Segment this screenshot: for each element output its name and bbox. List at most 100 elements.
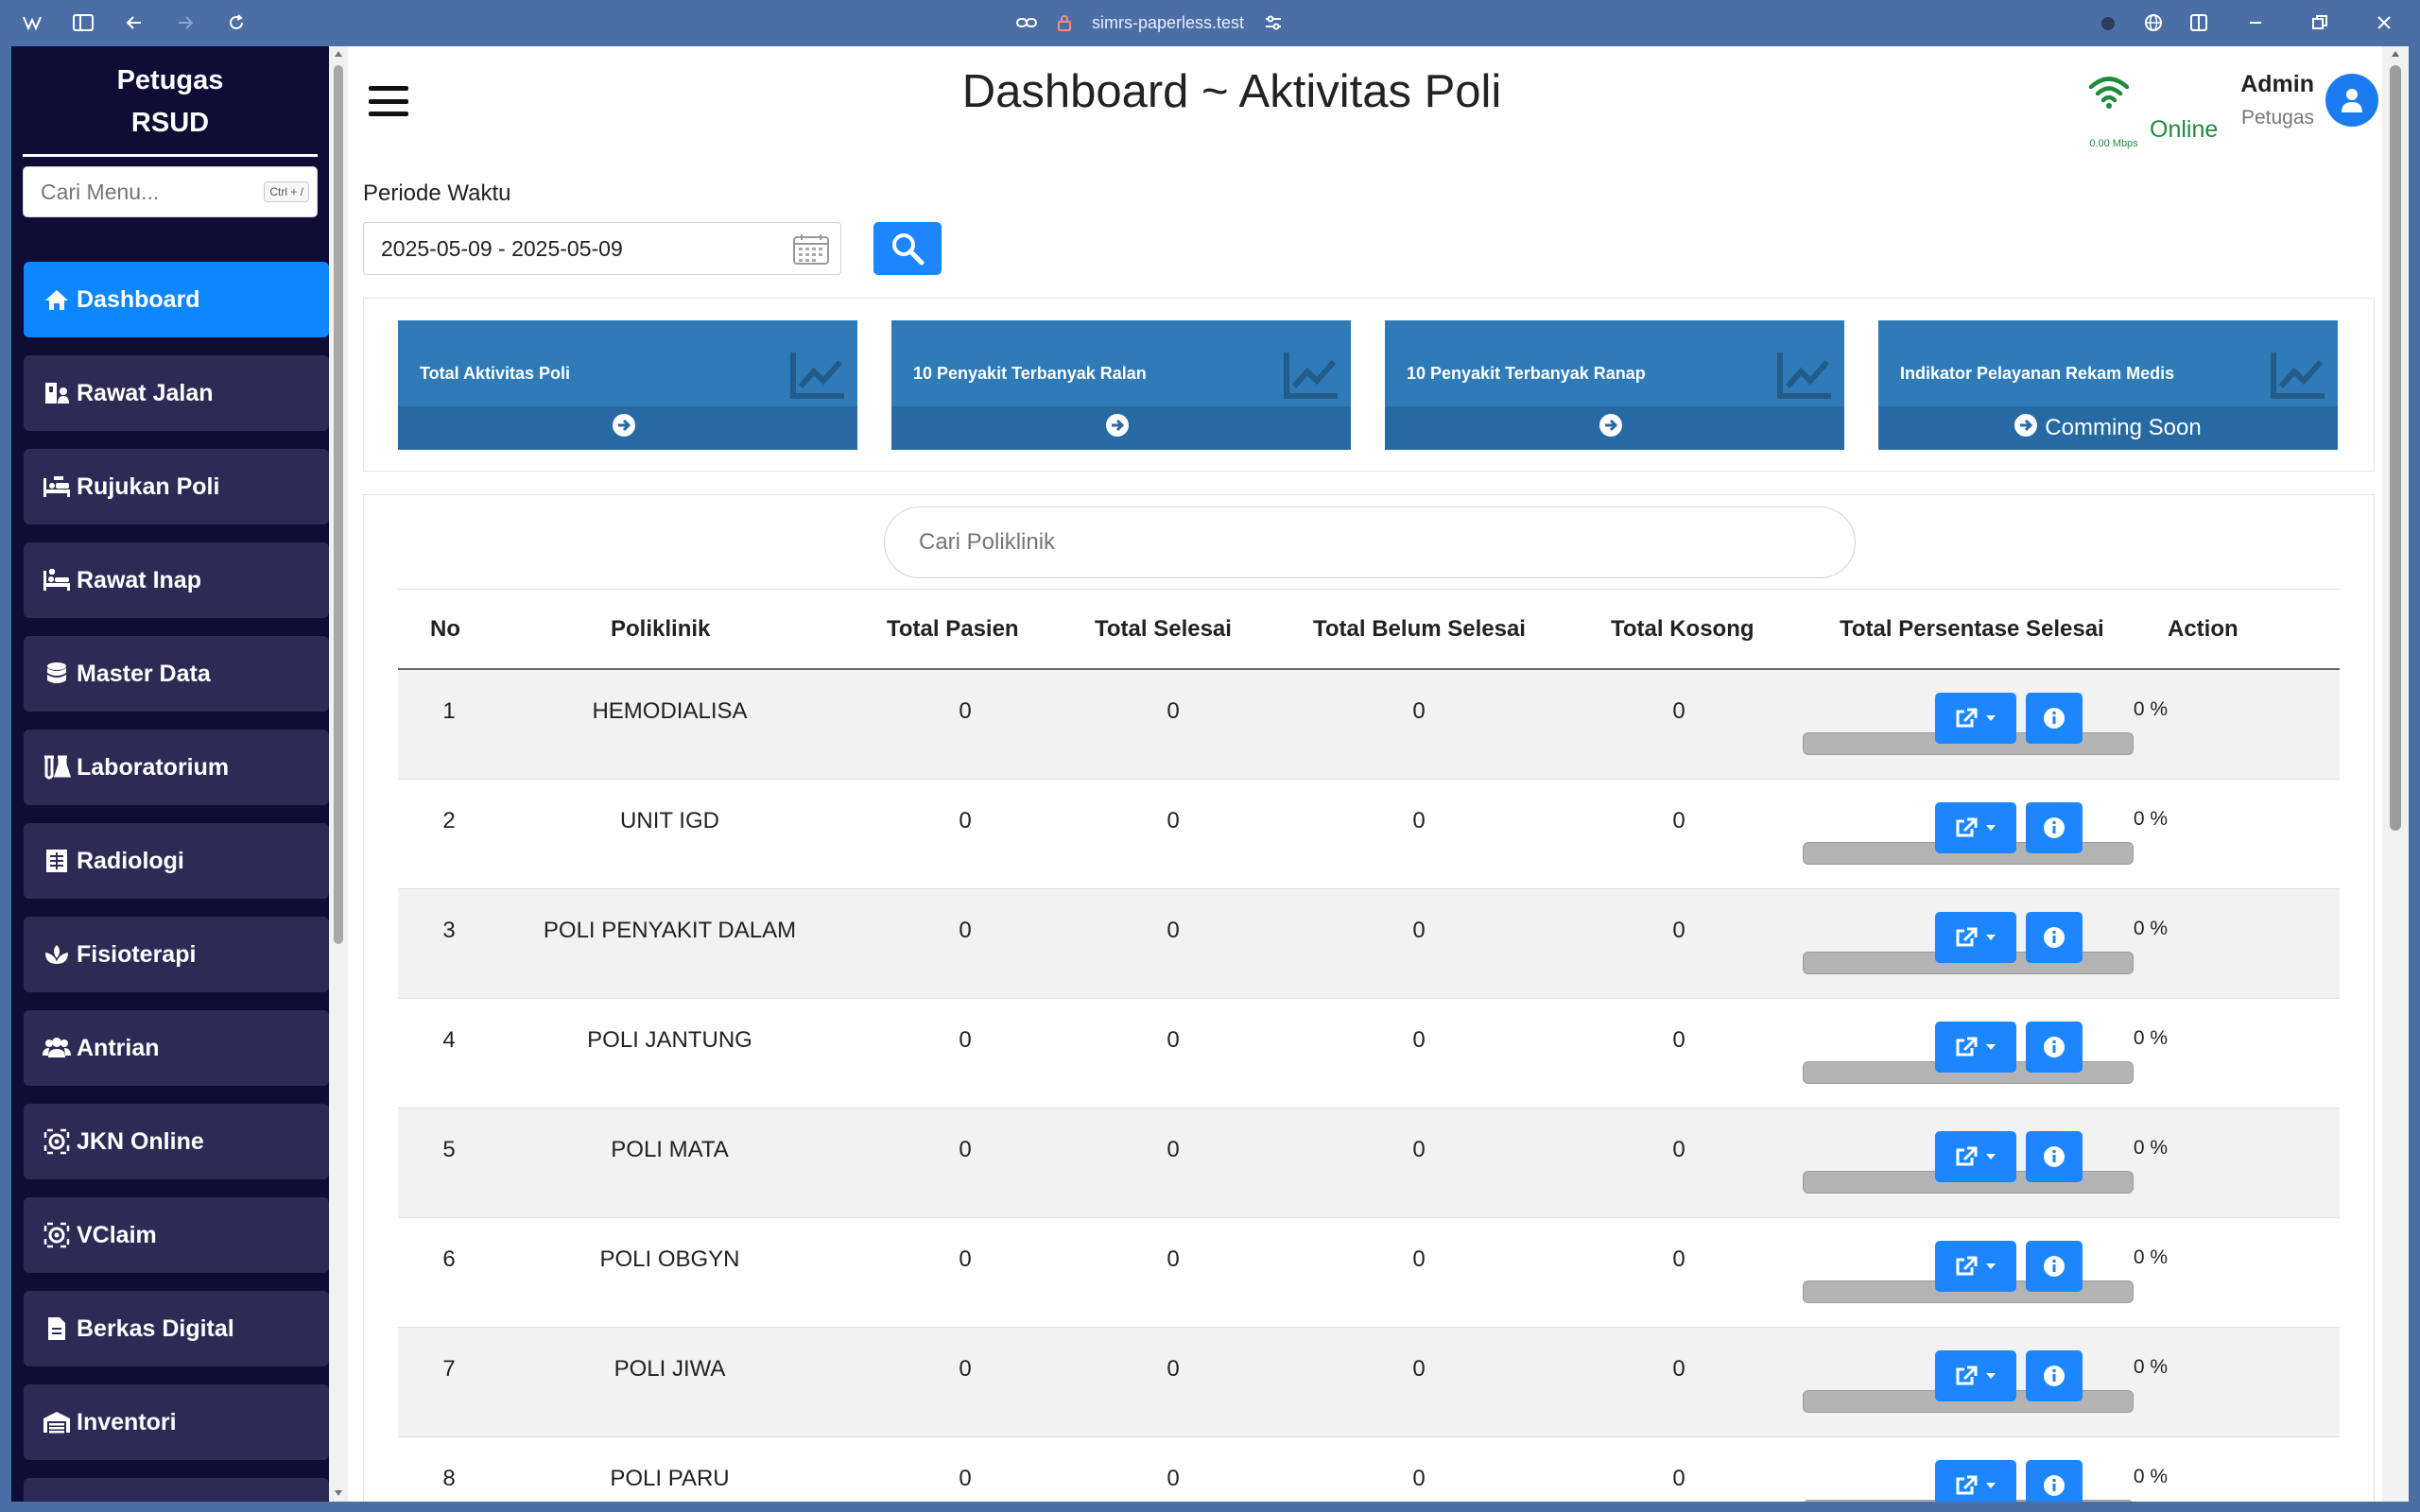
site-settings-icon[interactable] <box>1265 15 1282 30</box>
cell-poliklinik: HEMODIALISA <box>592 698 748 724</box>
cell-poliklinik: UNIT IGD <box>620 808 719 833</box>
sidebar-item-inventori[interactable]: Inventori <box>24 1384 329 1460</box>
close-window-icon[interactable] <box>2371 9 2397 36</box>
cell-no: 7 <box>442 1356 456 1382</box>
cell-no: 4 <box>442 1027 456 1053</box>
date-range-input[interactable]: 2025-05-09 - 2025-05-09 <box>363 222 841 275</box>
menu-toggle-icon[interactable] <box>369 86 408 116</box>
insecure-lock-icon <box>1058 14 1071 31</box>
cell-no: 1 <box>442 698 456 724</box>
sidebar-item-more[interactable] <box>24 1478 329 1502</box>
cell-no: 5 <box>442 1137 456 1162</box>
cell-poliklinik: POLI JANTUNG <box>587 1027 752 1053</box>
sidebar-item-antrian[interactable]: Antrian <box>24 1010 329 1086</box>
info-button[interactable] <box>2026 1022 2083 1073</box>
card-footer-link[interactable]: Comming Soon <box>1878 406 2338 450</box>
info-icon <box>2044 1366 2065 1386</box>
col-no: No <box>430 616 460 642</box>
sidebar-item-fisioterapi[interactable]: Fisioterapi <box>24 917 329 992</box>
open-dropdown-button[interactable] <box>1935 693 2016 744</box>
sidebar-item-rawat-inap[interactable]: Rawat Inap <box>24 542 329 618</box>
card-footer-link[interactable] <box>398 406 857 450</box>
open-dropdown-button[interactable] <box>1935 1131 2016 1182</box>
info-button[interactable] <box>2026 1241 2083 1292</box>
main-scrollbar[interactable] <box>2382 46 2409 1502</box>
sidebar-item-radiologi[interactable]: Radiologi <box>24 823 329 899</box>
sidebar-item-label: Inventori <box>77 1408 177 1435</box>
restore-icon[interactable] <box>2307 9 2333 36</box>
caret-down-icon <box>1986 935 1996 940</box>
menu-search[interactable]: Ctrl + / <box>23 166 318 217</box>
globe-icon[interactable] <box>2140 9 2167 36</box>
menu-search-input[interactable] <box>24 167 251 216</box>
extension-icon[interactable] <box>2095 9 2121 36</box>
poli-search-input[interactable] <box>919 529 1770 556</box>
info-button[interactable] <box>2026 1350 2083 1401</box>
table-row: 1 HEMODIALISA 0 0 0 0 0 % <box>398 670 2340 780</box>
bed-icon <box>43 566 71 594</box>
caret-down-icon <box>1986 1373 1996 1379</box>
info-button[interactable] <box>2026 912 2083 963</box>
reload-icon[interactable] <box>223 9 250 36</box>
card-penyakit-ranap[interactable]: 10 Penyakit Terbanyak Ranap <box>1385 320 1844 450</box>
sidebar-item-master-data[interactable]: Master Data <box>24 636 329 712</box>
back-icon[interactable] <box>121 9 147 36</box>
sidebar-item-vclaim[interactable]: VClaim <box>24 1197 329 1273</box>
open-dropdown-button[interactable] <box>1935 1350 2016 1401</box>
card-penyakit-ralan[interactable]: 10 Penyakit Terbanyak Ralan <box>891 320 1351 450</box>
sidebar-toggle-icon[interactable] <box>70 9 96 36</box>
cell-poliklinik: POLI MATA <box>611 1137 729 1162</box>
sidebar-item-label: Fisioterapi <box>77 940 197 968</box>
sidebar-scrollbar[interactable] <box>329 46 348 1502</box>
caret-down-icon <box>1986 1483 1996 1488</box>
avatar[interactable] <box>2325 74 2378 127</box>
sidebar-scrollbar-thumb[interactable] <box>334 65 343 944</box>
info-button[interactable] <box>2026 1131 2083 1182</box>
col-total-selesai: Total Selesai <box>1095 616 1232 642</box>
open-dropdown-button[interactable] <box>1935 1460 2016 1502</box>
sidebar-item-berkas-digital[interactable]: Berkas Digital <box>24 1291 329 1366</box>
sidebar-item-dashboard[interactable]: Dashboard <box>24 262 329 337</box>
cell-total-belum-selesai: 0 <box>1412 1246 1426 1272</box>
search-button[interactable] <box>873 222 942 275</box>
poli-search[interactable] <box>884 507 1856 578</box>
split-view-icon[interactable] <box>2186 9 2212 36</box>
open-dropdown-button[interactable] <box>1935 1022 2016 1073</box>
minimize-icon[interactable] <box>2242 9 2269 36</box>
sidebar-item-laboratorium[interactable]: Laboratorium <box>24 730 329 805</box>
browser-logo-icon[interactable] <box>19 9 45 36</box>
open-dropdown-button[interactable] <box>1935 802 2016 853</box>
card-total-aktivitas-poli[interactable]: Total Aktivitas Poli <box>398 320 857 450</box>
date-range-value: 2025-05-09 - 2025-05-09 <box>381 235 623 261</box>
chart-line-icon <box>1283 351 1340 404</box>
calendar-icon[interactable] <box>793 234 829 270</box>
info-button[interactable] <box>2026 1460 2083 1502</box>
open-dropdown-button[interactable] <box>1935 912 2016 963</box>
info-button[interactable] <box>2026 693 2083 744</box>
sidebar-item-label: Rujukan Poli <box>77 472 220 500</box>
card-footer-link[interactable] <box>891 406 1351 450</box>
arrow-circle-right-icon <box>613 413 635 443</box>
cell-total-selesai: 0 <box>1167 1356 1180 1382</box>
sidebar-item-rawat-jalan[interactable]: Rawat Jalan <box>24 355 329 431</box>
forward-icon[interactable] <box>172 9 199 36</box>
main-scrollbar-thumb[interactable] <box>2390 65 2401 831</box>
external-link-icon <box>1956 927 1978 947</box>
brand-line-2: RSUD <box>130 108 210 138</box>
info-button[interactable] <box>2026 802 2083 853</box>
info-icon <box>2044 708 2065 729</box>
cell-total-pasien: 0 <box>959 808 972 833</box>
sidebar-item-rujukan-poli[interactable]: Rujukan Poli <box>24 449 329 524</box>
cell-total-pasien: 0 <box>959 1356 972 1382</box>
sidebar-item-label: Laboratorium <box>77 753 230 781</box>
cell-total-kosong: 0 <box>1672 1246 1685 1272</box>
cell-persentase: 0 % <box>2133 1356 2168 1378</box>
cell-total-pasien: 0 <box>959 1466 972 1491</box>
sidebar-item-jkn-online[interactable]: JKN Online <box>24 1104 329 1179</box>
card-footer-link[interactable] <box>1385 406 1844 450</box>
open-dropdown-button[interactable] <box>1935 1241 2016 1292</box>
card-indikator-rekam-medis[interactable]: Indikator Pelayanan Rekam Medis Comming … <box>1878 320 2338 450</box>
address-bar[interactable]: simrs-paperless.test <box>1016 8 1282 38</box>
cell-total-belum-selesai: 0 <box>1412 1356 1426 1382</box>
cell-poliklinik: POLI PARU <box>610 1466 730 1491</box>
